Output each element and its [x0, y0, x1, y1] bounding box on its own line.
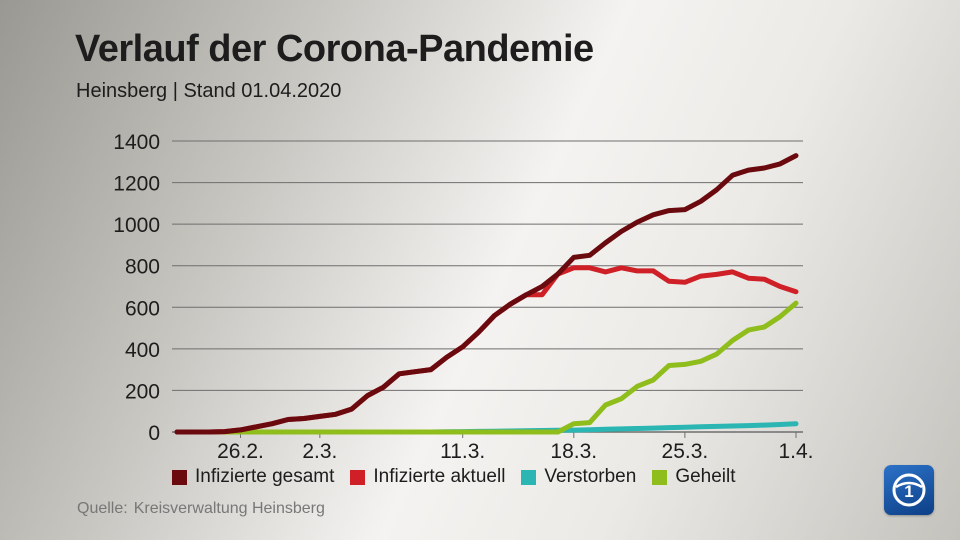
- y-tick-label: 800: [125, 256, 160, 279]
- y-tick-label: 400: [125, 339, 160, 362]
- y-tick-label: 1000: [113, 214, 160, 237]
- x-tick-label: 11.3.: [440, 440, 485, 463]
- x-tick-label: 18.3.: [550, 440, 597, 463]
- x-tick-label: 1.4.: [778, 440, 813, 463]
- source-label: Quelle:: [77, 500, 128, 517]
- y-tick-label: 0: [148, 422, 160, 445]
- logo-graphic: 1: [892, 473, 926, 507]
- source-text: Kreisverwaltung Heinsberg: [133, 500, 325, 517]
- y-tick-label: 1200: [113, 173, 160, 196]
- legend-item-infizierte-gesamt: Infizierte gesamt: [172, 466, 334, 488]
- legend-swatch-icon: [350, 469, 366, 485]
- ard-tagesschau-logo-icon: 1: [884, 465, 934, 515]
- series-layer: [174, 153, 799, 435]
- source-note: Quelle: Kreisverwaltung Heinsberg: [77, 500, 325, 518]
- legend-item-geheilt: Geheilt: [652, 466, 736, 488]
- series-line-infizierte-aktuell: [174, 265, 799, 435]
- chart-title: Verlauf der Corona-Pandemie: [75, 28, 594, 70]
- y-tick-label: 200: [125, 380, 160, 403]
- y-tick-label: 600: [125, 297, 160, 320]
- legend-item-verstorben: Verstorben: [521, 466, 636, 488]
- legend-label: Infizierte aktuell: [373, 466, 506, 487]
- logo-symbol: 1: [904, 482, 913, 501]
- series-line-infizierte-gesamt: [174, 153, 799, 435]
- legend-swatch-icon: [652, 469, 668, 485]
- series-line-geheilt: [174, 300, 799, 435]
- legend-label: Geheilt: [675, 466, 736, 487]
- grid-layer: [172, 140, 803, 433]
- legend: Infizierte gesamt Infizierte aktuell Ver…: [172, 466, 752, 488]
- chart-subtitle: Heinsberg | Stand 01.04.2020: [76, 80, 342, 102]
- y-tick-label: 1400: [113, 131, 160, 154]
- x-tick-label: 26.2.: [217, 440, 264, 463]
- x-axis-ticks: 26.2. 2.3. 11.3. 18.3. 25.3. 1.4.: [217, 432, 814, 463]
- legend-label: Infizierte gesamt: [195, 466, 335, 487]
- y-axis-ticks: 0 200 400 600 800 1000 1200 1400: [113, 131, 160, 445]
- legend-swatch-icon: [521, 469, 537, 485]
- x-tick-label: 25.3.: [662, 440, 709, 463]
- x-tick-label: 2.3.: [302, 440, 337, 463]
- legend-label: Verstorben: [544, 466, 637, 487]
- legend-item-infizierte-aktuell: Infizierte aktuell: [350, 466, 505, 488]
- legend-swatch-icon: [172, 469, 187, 485]
